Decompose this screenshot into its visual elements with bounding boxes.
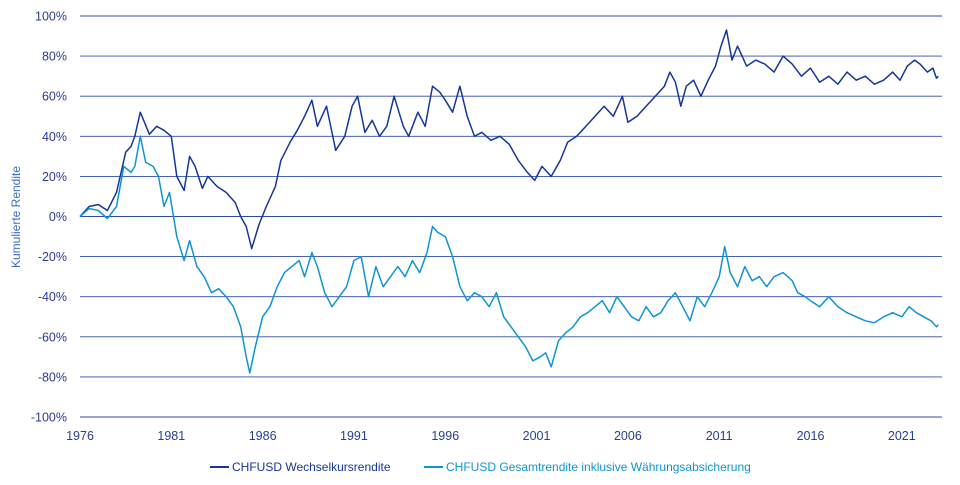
y-tick-label: -100% — [31, 411, 67, 425]
gridlines — [80, 15, 942, 418]
x-tick-label: 1986 — [249, 429, 277, 443]
y-tick-label: -40% — [38, 290, 67, 304]
legend: CHFUSD Wechselkursrendite CHFUSD Gesamtre… — [210, 460, 751, 474]
x-tick-label: 2011 — [706, 429, 733, 443]
series-lines — [79, 29, 939, 374]
x-tick-labels: 1976 1981 1986 1991 1996 2001 2006 2011 2016 2021 — [66, 429, 916, 443]
x-tick-label: 2006 — [614, 429, 642, 443]
legend-entry: CHFUSD Gesamtrendite inklusive Währungsa… — [446, 460, 751, 474]
y-tick-label: 40% — [42, 130, 67, 144]
series-line-1 — [79, 135, 939, 374]
y-tick-labels: 100% 80% 60% 40% 20% 0% -20% -40% -60% -80% -100% — [31, 10, 67, 425]
x-tick-label: 2016 — [797, 429, 825, 443]
x-tick-label: 1976 — [66, 429, 94, 443]
x-tick-label: 1991 — [340, 429, 368, 443]
y-axis-label: Kumulierte Rendite — [9, 166, 23, 268]
y-tick-label: -20% — [38, 250, 67, 264]
x-tick-label: 2021 — [888, 429, 916, 443]
y-tick-label: -80% — [38, 370, 67, 384]
y-tick-label: 60% — [42, 90, 67, 104]
y-tick-label: 80% — [42, 50, 67, 64]
legend-entry: CHFUSD Wechselkursrendite — [232, 460, 391, 474]
x-tick-label: 1996 — [431, 429, 459, 443]
x-tick-label: 2001 — [523, 429, 551, 443]
series-line-0 — [79, 29, 939, 250]
x-tick-label: 1981 — [157, 429, 185, 443]
y-tick-label: 0% — [49, 210, 67, 224]
y-tick-label: 100% — [35, 10, 67, 24]
y-tick-label: -60% — [38, 330, 67, 344]
y-tick-label: 20% — [42, 170, 67, 184]
